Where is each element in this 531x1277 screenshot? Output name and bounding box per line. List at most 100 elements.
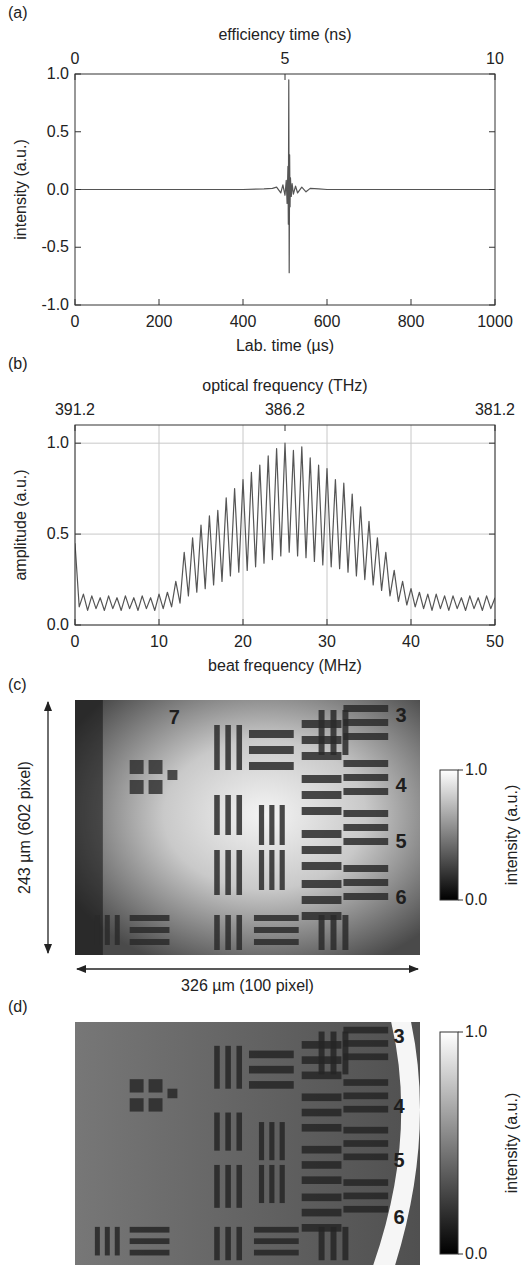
target-bar <box>214 725 220 770</box>
target-bar <box>302 846 342 854</box>
target-bar <box>225 1046 231 1089</box>
target-bar <box>302 1224 342 1232</box>
target-bar <box>302 1093 342 1101</box>
target-bar <box>343 1053 388 1060</box>
x-axis-title: Lab. time (µs) <box>236 337 334 354</box>
panel-label: (c) <box>8 676 27 693</box>
target-bar <box>280 850 285 890</box>
x-tick-label: 200 <box>146 313 173 330</box>
target-bar <box>302 862 342 870</box>
target-bar <box>130 915 170 921</box>
target-bar <box>343 733 388 740</box>
y-tick-right <box>489 534 495 535</box>
target-bar <box>342 915 348 950</box>
colorbar-tick <box>458 900 463 901</box>
target-bar <box>269 850 274 890</box>
target-bar <box>302 1161 342 1169</box>
plot-frame <box>75 425 495 625</box>
target-number: 7 <box>169 706 180 728</box>
x-tick <box>243 299 244 305</box>
target-bar <box>302 807 342 815</box>
target-bar <box>214 1113 220 1151</box>
x-tick <box>75 299 76 305</box>
target-bar <box>105 1227 110 1256</box>
grid-line <box>243 425 244 625</box>
target-bar <box>236 915 242 950</box>
target-bar <box>343 788 388 795</box>
y-tick-right <box>489 625 495 626</box>
target-bar <box>302 896 342 904</box>
target-bar <box>331 1227 337 1260</box>
target-bar <box>343 719 388 726</box>
colorbar-tick <box>458 770 463 771</box>
target-bar <box>342 1227 348 1260</box>
target-bar <box>343 1079 388 1086</box>
data-line <box>75 80 495 273</box>
target-bar <box>280 805 285 845</box>
data-line <box>75 443 495 610</box>
y-tick <box>75 625 81 626</box>
target-bar <box>331 710 337 755</box>
target-bar <box>214 850 220 895</box>
x-tick <box>495 299 496 305</box>
target-bar <box>236 1165 242 1208</box>
y-tick <box>75 247 81 248</box>
x2-tick <box>75 425 76 431</box>
y-tick-label: -1.0 <box>41 296 69 313</box>
target-bar <box>302 1146 342 1154</box>
y-tick-right <box>489 305 495 306</box>
target-bar <box>302 1124 342 1132</box>
target-number: 4 <box>396 774 408 796</box>
colorbar-tick-label: 0.0 <box>465 891 487 908</box>
target-bar <box>254 1238 299 1244</box>
target-bar <box>249 730 294 738</box>
y-tick-label: 0.5 <box>47 525 69 542</box>
target-bar <box>225 915 231 950</box>
target-number: 3 <box>396 704 407 726</box>
y-tick <box>75 534 81 535</box>
target-bar <box>225 1227 231 1260</box>
target-bar <box>225 795 231 835</box>
x-tick <box>159 619 160 625</box>
x-tick-label: 600 <box>314 313 341 330</box>
colorbar <box>440 1032 458 1254</box>
data-group <box>75 443 495 610</box>
target-bar <box>343 1154 388 1161</box>
target-bar <box>319 710 325 755</box>
target-square <box>149 760 163 774</box>
target-bar <box>214 1165 220 1208</box>
target-bar <box>130 927 170 933</box>
target-bar <box>225 1113 231 1151</box>
target-bar <box>302 1209 342 1217</box>
bright-crescent <box>373 1022 420 1265</box>
dark-band <box>75 700 103 955</box>
x-tick-label: 1000 <box>477 313 513 330</box>
y-tick <box>75 189 81 190</box>
target-square <box>149 1079 163 1092</box>
colorbar-title: intensity (a.u.) <box>503 1093 520 1193</box>
x-tick <box>327 299 328 305</box>
target-bar <box>254 939 299 945</box>
x2-tick <box>285 74 286 80</box>
target-bar <box>249 1066 294 1074</box>
target-bar <box>259 1122 264 1160</box>
target-bar <box>95 1227 100 1256</box>
panel-1: (b)01020304050391.2386.2381.20.00.51.0be… <box>8 355 515 674</box>
target-bar <box>115 915 120 945</box>
x-tick <box>411 299 412 305</box>
image <box>75 700 420 955</box>
colorbar-title: intensity (a.u.) <box>503 785 520 885</box>
y-tick-label: 1.0 <box>47 65 69 82</box>
y-tick-label: 0.5 <box>47 123 69 140</box>
target-bar <box>302 1109 342 1117</box>
target-bar <box>343 824 388 831</box>
target-bar <box>130 1227 170 1233</box>
target-bar <box>214 1046 220 1089</box>
target-number: 4 <box>394 1095 406 1117</box>
target-bar <box>302 775 342 783</box>
x2-tick <box>495 425 496 431</box>
x-tick-label: 0 <box>71 633 80 650</box>
y-tick <box>75 131 81 132</box>
target-bar <box>302 1176 342 1184</box>
target-square <box>130 780 144 794</box>
